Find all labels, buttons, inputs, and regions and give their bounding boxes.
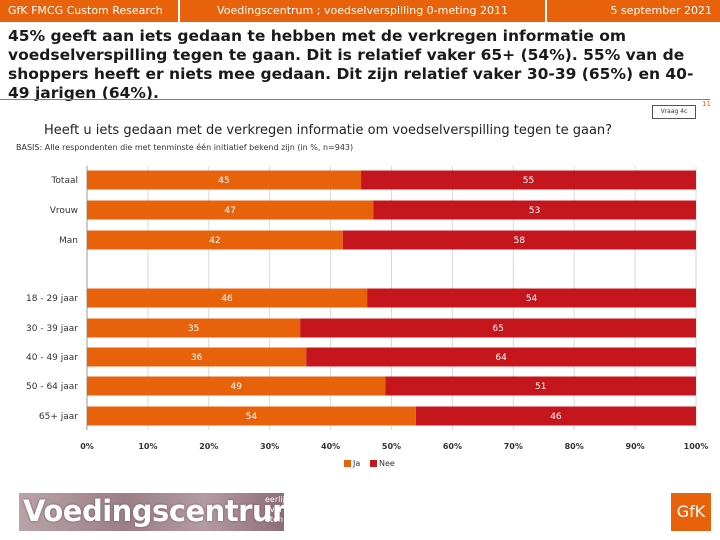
category-label: 40 - 49 jaar	[26, 353, 78, 363]
bar-ja	[87, 170, 362, 190]
bar-nee	[367, 288, 696, 308]
x-tick-label: 20%	[199, 442, 218, 451]
data-label: 53	[529, 206, 540, 216]
legend-swatch-nee	[370, 460, 377, 467]
x-tick-label: 90%	[626, 442, 645, 451]
basis-note: BASIS: Alle respondenten die met tenmins…	[16, 143, 354, 152]
data-label: 55	[523, 176, 534, 186]
header-date: 5 september 2021	[610, 4, 712, 17]
category-label: Vrouw	[50, 206, 78, 216]
data-label: 47	[224, 206, 235, 216]
bar-ja	[87, 288, 368, 308]
bar-ja	[87, 347, 307, 367]
data-label: 49	[230, 382, 242, 392]
bar-nee	[306, 347, 696, 367]
bar-nee	[415, 406, 696, 426]
data-label: 36	[191, 353, 203, 363]
header-project: Voedingscentrum ; voedselverspilling 0-m…	[180, 0, 547, 22]
category-label: 65+ jaar	[39, 412, 78, 422]
voedingscentrum-logo: Voedingscentrum eerlijk over eten	[19, 493, 284, 531]
x-tick-label: 100%	[684, 442, 709, 451]
bar-ja	[87, 230, 343, 250]
question-code-box: Vraag 4c	[652, 105, 696, 119]
bar-nee	[385, 376, 696, 396]
bar-nee	[361, 170, 696, 190]
bar-ja	[87, 318, 301, 338]
data-label: 46	[550, 412, 562, 422]
data-label: 45	[218, 176, 229, 186]
bar-nee	[342, 230, 696, 250]
header-company: GfK FMCG Custom Research	[0, 0, 180, 22]
headline: 45% geeft aan iets gedaan te hebben met …	[8, 27, 694, 102]
data-label: 65	[492, 324, 503, 334]
data-label: 64	[495, 353, 507, 363]
bar-ja	[87, 376, 386, 396]
data-label: 51	[535, 382, 546, 392]
logo-wordmark: Voedingscentrum	[23, 494, 284, 528]
x-tick-label: 10%	[138, 442, 157, 451]
data-label: 54	[526, 294, 538, 304]
data-label: 35	[188, 324, 199, 334]
stacked-bar-chart: 0% 10% 20% 30% 40% 50% 60% 70% 80% 90% 100% Totaal 4…	[26, 166, 709, 468]
logo-tagline: eerlijk over eten	[265, 495, 284, 524]
legend-swatch-ja	[344, 460, 351, 467]
category-label: 50 - 64 jaar	[26, 382, 78, 392]
category-label: Man	[59, 236, 78, 246]
data-label: 58	[514, 236, 526, 246]
bar-ja	[87, 406, 416, 426]
category-label: 18 - 29 jaar	[26, 294, 78, 304]
x-tick-label: 30%	[260, 442, 279, 451]
bar-nee	[373, 200, 696, 220]
header-bar: GfK FMCG Custom Research Voedingscentrum…	[0, 0, 720, 22]
category-label: 30 - 39 jaar	[26, 324, 78, 334]
bar-nee	[300, 318, 696, 338]
x-tick-label: 50%	[382, 442, 401, 451]
data-label: 46	[221, 294, 233, 304]
x-tick-label: 70%	[504, 442, 523, 451]
x-tick-label: 80%	[565, 442, 584, 451]
divider	[0, 99, 710, 100]
legend-label: Ja	[352, 459, 360, 468]
gfk-logo: GfK	[671, 493, 711, 531]
x-tick-label: 40%	[321, 442, 340, 451]
category-label: Totaal	[50, 176, 78, 186]
page-number: 11	[702, 100, 711, 108]
legend-label: Nee	[379, 459, 395, 468]
x-tick-label: 0%	[80, 442, 94, 451]
bar-ja	[87, 200, 374, 220]
data-label: 54	[246, 412, 258, 422]
question-text: Heeft u iets gedaan met de verkregen inf…	[44, 123, 613, 138]
data-label: 42	[209, 236, 220, 246]
x-tick-label: 60%	[443, 442, 462, 451]
